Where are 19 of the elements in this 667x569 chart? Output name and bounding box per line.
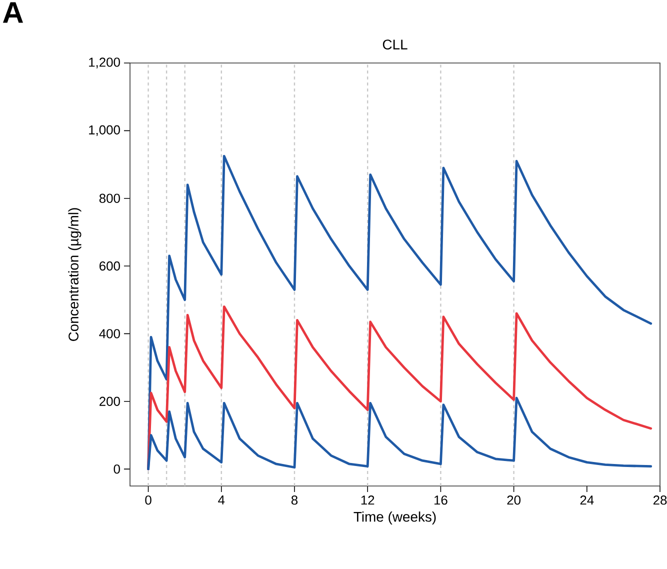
y-tick-label: 0 [114,464,120,474]
y-axis-title: Concentration (µg/ml) [68,208,82,341]
x-tick-label: 24 [580,496,594,505]
x-tick-label: 20 [507,496,520,505]
y-tick-label: 200 [100,396,120,406]
chart-title: CLL [382,40,408,50]
y-tick-label: 1,200 [89,58,120,68]
y-tick-label: 800 [99,194,120,203]
y-tick-label: 400 [99,329,120,338]
x-axis-title: Time (weeks) [354,512,436,525]
x-tick-label: 0 [145,496,152,505]
x-tick-label: 12 [361,496,374,505]
text: A [2,2,24,23]
y-tick-label: 1,000 [89,125,120,136]
x-tick-label: 8 [291,496,298,505]
x-tick-label: 28 [653,496,667,505]
y-tick-label: 600 [100,261,120,271]
x-tick-label: 16 [434,496,448,505]
x-tick-label: 4 [218,496,225,504]
